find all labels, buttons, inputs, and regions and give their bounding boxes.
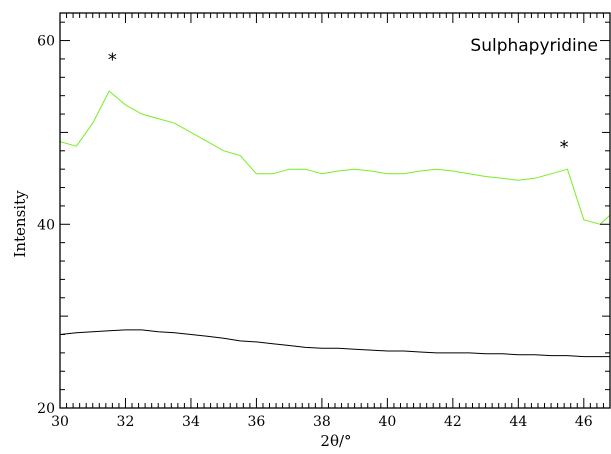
x-tick-label: 34 — [182, 414, 200, 430]
x-tick-label: 42 — [444, 414, 462, 430]
series-line-1 — [59, 90, 611, 225]
y-axis-title: Intensity — [11, 190, 29, 258]
annotation-layer: ** — [108, 50, 569, 158]
x-tick-label: 40 — [378, 414, 396, 430]
x-tick-label: 36 — [248, 414, 266, 430]
y-tick-label: 20 — [37, 401, 55, 417]
x-tick-label: 44 — [509, 414, 527, 430]
x-tick-label: 38 — [313, 414, 331, 430]
x-tick-label: 32 — [117, 414, 135, 430]
x-axis-title: 2θ/° — [320, 432, 351, 450]
peak-marker: * — [560, 137, 569, 158]
series-line-2 — [59, 329, 610, 358]
plot-title: Sulphapyridine — [470, 36, 598, 56]
peak-marker: * — [108, 50, 117, 71]
tick-layer — [59, 13, 610, 409]
y-tick-label: 40 — [37, 217, 55, 233]
x-tick-label: 30 — [51, 414, 69, 430]
y-tick-label: 60 — [37, 34, 55, 50]
series-layer — [59, 90, 611, 358]
tick-label-layer: 30 32 34 36 38 40 42 44 46 20 40 60 — [37, 34, 593, 430]
x-tick-label: 46 — [575, 414, 593, 430]
